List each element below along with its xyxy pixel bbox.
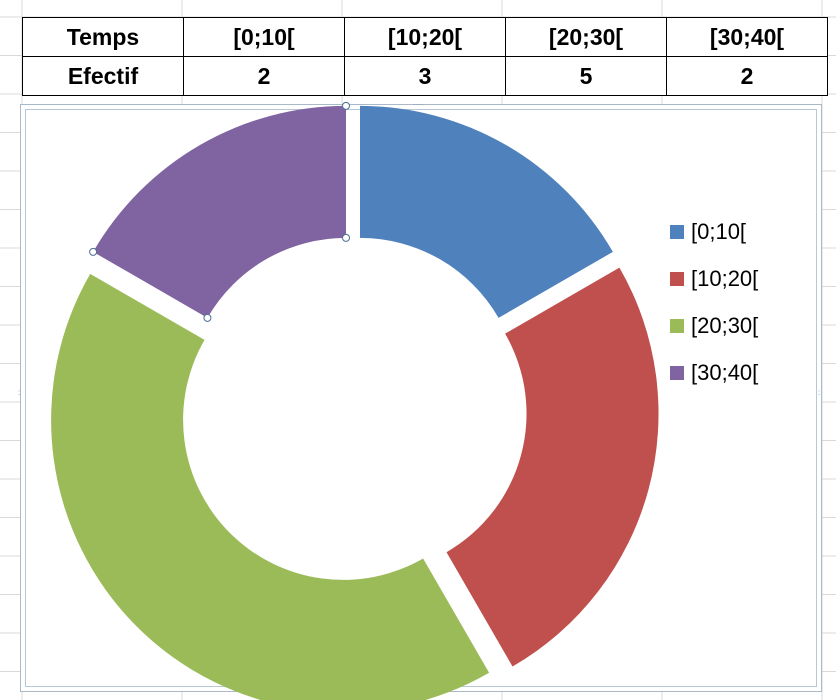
table-cell[interactable]: Efectif bbox=[22, 56, 184, 96]
table-cell[interactable]: 3 bbox=[344, 56, 506, 96]
data-table: Temps [0;10[ [10;20[ [20;30[ [30;40[ Efe… bbox=[22, 17, 828, 96]
legend-swatch bbox=[670, 224, 684, 239]
doughnut-slice-1[interactable] bbox=[360, 105, 613, 318]
selection-handle[interactable] bbox=[342, 101, 350, 110]
legend-swatch bbox=[670, 271, 684, 286]
selection-handle[interactable] bbox=[89, 247, 98, 256]
resize-handle-top[interactable]: ···· bbox=[413, 100, 424, 109]
legend-item[interactable]: [20;30[ bbox=[670, 302, 790, 349]
table-cell[interactable]: [30;40[ bbox=[666, 17, 828, 57]
table-cell[interactable]: [20;30[ bbox=[505, 17, 667, 57]
legend-item[interactable]: [10;20[ bbox=[670, 255, 790, 302]
table-cell[interactable]: 2 bbox=[666, 56, 828, 96]
legend-label: [20;30[ bbox=[691, 312, 759, 338]
chart-legend[interactable]: [0;10[ [10;20[ [20;30[ [30;40[ bbox=[670, 208, 790, 396]
legend-label: [30;40[ bbox=[691, 359, 759, 385]
legend-item[interactable]: [30;40[ bbox=[670, 349, 790, 396]
table-cell[interactable]: Temps bbox=[22, 17, 184, 57]
table-row-efectif: Efectif 2 3 5 2 bbox=[22, 56, 828, 96]
table-cell[interactable]: [0;10[ bbox=[183, 17, 345, 57]
legend-swatch bbox=[670, 318, 684, 333]
legend-swatch bbox=[670, 365, 684, 380]
doughnut-slice-4[interactable] bbox=[93, 105, 347, 318]
table-cell[interactable]: [10;20[ bbox=[344, 17, 506, 57]
legend-item[interactable]: [0;10[ bbox=[670, 208, 790, 255]
legend-label: [0;10[ bbox=[691, 218, 747, 244]
table-row-temps: Temps [0;10[ [10;20[ [20;30[ [30;40[ bbox=[22, 17, 828, 57]
doughnut-slice-3[interactable] bbox=[51, 273, 490, 700]
selection-handle[interactable] bbox=[342, 233, 350, 242]
table-cell[interactable]: 2 bbox=[183, 56, 345, 96]
doughnut-slice-2[interactable] bbox=[446, 267, 659, 667]
selection-handle[interactable] bbox=[203, 313, 212, 322]
legend-label: [10;20[ bbox=[691, 265, 759, 291]
resize-handle-right[interactable]: : bbox=[818, 388, 821, 397]
resize-handle-left[interactable]: : bbox=[18, 388, 21, 397]
